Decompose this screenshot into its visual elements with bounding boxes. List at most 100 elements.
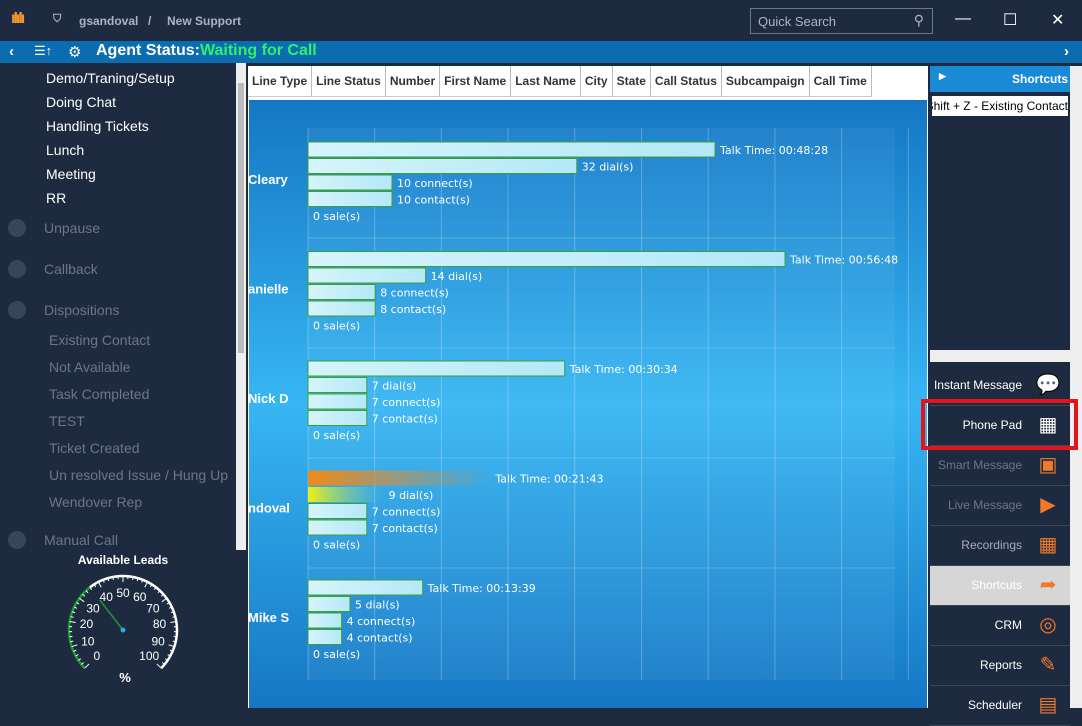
search-icon[interactable]: ⚲ xyxy=(914,12,924,29)
bar-contact xyxy=(308,630,342,645)
agent-status-label: Agent Status: xyxy=(96,42,200,59)
item-label: Task Completed xyxy=(49,386,149,402)
column-header[interactable]: Line Type xyxy=(248,66,312,97)
chevron-left-icon[interactable]: ‹ xyxy=(9,43,14,60)
gear-icon[interactable]: ⚙ xyxy=(68,43,81,61)
pause-code-item[interactable]: RR xyxy=(46,190,66,206)
pause-code-item[interactable]: Task Completed xyxy=(49,386,149,402)
button-label: CRM xyxy=(995,618,1022,632)
bar-label-dial: 7 dial(s) xyxy=(372,380,417,393)
nav-button-recordings[interactable]: Recordings▦ xyxy=(930,526,1070,566)
nav-button-scheduler[interactable]: Scheduler▤ xyxy=(930,686,1070,726)
button-label: Recordings xyxy=(961,538,1022,552)
column-header[interactable]: State xyxy=(613,66,651,97)
bar-contact xyxy=(308,520,367,535)
nav-button-shortcuts[interactable]: Shortcuts➦ xyxy=(930,566,1070,606)
item-label: Demo/Traning/Setup xyxy=(46,70,175,86)
pause-code-item[interactable]: Callback xyxy=(44,261,98,277)
shortcuts-header[interactable]: ▶Shortcuts xyxy=(930,66,1070,92)
column-header[interactable]: Line Status xyxy=(312,66,386,97)
bar-label-dial: 32 dial(s) xyxy=(582,161,634,174)
pause-code-item[interactable]: Demo/Traning/Setup xyxy=(46,70,175,86)
pause-code-item[interactable]: Lunch xyxy=(46,142,84,158)
pause-code-item[interactable]: Dispositions xyxy=(44,302,119,318)
item-label: Handling Tickets xyxy=(46,118,149,134)
item-label: Existing Contact xyxy=(49,332,150,348)
pause-code-item[interactable]: Meeting xyxy=(46,166,96,182)
button-label: Live Message xyxy=(948,498,1022,512)
column-header[interactable]: Subcampaign xyxy=(722,66,810,97)
gauge-title: Available Leads xyxy=(0,553,246,567)
nav-button-smart-message[interactable]: Smart Message▣ xyxy=(930,446,1070,486)
bar-dial xyxy=(308,159,577,174)
gauge-tick-label: 70 xyxy=(146,601,160,615)
bar-label-connect: 4 connect(s) xyxy=(347,615,416,628)
gauge-hub xyxy=(121,628,126,633)
button-label: Scheduler xyxy=(968,698,1022,712)
gauge-tick xyxy=(85,664,89,668)
shortcuts-horizontal-scrollbar[interactable] xyxy=(930,350,1070,362)
pause-code-item[interactable]: Unpause xyxy=(44,220,100,236)
column-header[interactable]: City xyxy=(581,66,613,97)
phone-pad-highlight xyxy=(921,399,1078,450)
item-label: Doing Chat xyxy=(46,94,116,110)
column-header[interactable]: First Name xyxy=(440,66,511,97)
left-scrollbar[interactable] xyxy=(236,63,246,550)
bar-dial xyxy=(308,597,350,612)
agent-name: ndoval xyxy=(249,501,290,516)
gauge-tick-label: 20 xyxy=(80,617,94,631)
column-header[interactable]: Number xyxy=(386,66,440,97)
campaign-name[interactable]: New Support xyxy=(167,14,241,28)
nav-button-reports[interactable]: Reports✎ xyxy=(930,646,1070,686)
pause-code-item[interactable]: Not Available xyxy=(49,359,130,375)
bar-label-sale: 0 sale(s) xyxy=(313,648,360,661)
expand-icon[interactable]: ▶ xyxy=(939,71,946,82)
section-icon xyxy=(8,531,26,549)
gauge-tick xyxy=(162,598,167,602)
reports-icon: ✎ xyxy=(1034,652,1062,680)
pause-code-item[interactable]: Existing Contact xyxy=(49,332,150,348)
quick-search-input[interactable]: Quick Search ⚲ xyxy=(750,8,933,34)
pause-code-item[interactable]: Doing Chat xyxy=(46,94,116,110)
column-header[interactable]: Call Time xyxy=(810,66,872,97)
bar-label-dial: 9 dial(s) xyxy=(389,489,434,502)
bar-connect xyxy=(308,285,375,300)
bar-label-connect: 7 connect(s) xyxy=(372,506,441,519)
bar-label-talk: Talk Time: 00:30:34 xyxy=(569,363,678,376)
pause-code-item[interactable]: Ticket Created xyxy=(49,440,140,456)
bar-contact xyxy=(308,192,392,207)
bar-connect xyxy=(308,504,367,519)
pause-code-item[interactable]: Wendover Rep xyxy=(49,494,142,510)
pause-code-item[interactable]: Manual Call xyxy=(44,532,118,548)
minimize-button[interactable]: — xyxy=(955,10,971,28)
nav-button-crm[interactable]: CRM ◎ xyxy=(930,606,1070,646)
title-bar: ıIıIı ⛉ gsandoval / New Support Quick Se… xyxy=(0,0,1082,41)
search-placeholder: Quick Search xyxy=(758,14,836,29)
bar-label-contact: 8 contact(s) xyxy=(380,303,446,316)
bar-label-dial: 5 dial(s) xyxy=(355,599,400,612)
column-header[interactable]: Last Name xyxy=(511,66,581,97)
crm-icon: ◎ xyxy=(1034,612,1062,640)
gauge-tick xyxy=(173,641,176,642)
bar-label-talk: Talk Time: 00:13:39 xyxy=(427,582,536,595)
bar-label-sale: 0 sale(s) xyxy=(313,210,360,223)
pause-code-item[interactable]: TEST xyxy=(49,413,85,429)
gauge-tick-label: 30 xyxy=(86,601,100,615)
item-label: Ticket Created xyxy=(49,440,140,456)
item-label: TEST xyxy=(49,413,85,429)
item-label: Unpause xyxy=(44,220,100,236)
agent-status-value: Waiting for Call xyxy=(200,42,317,59)
pause-code-item[interactable]: Handling Tickets xyxy=(46,118,149,134)
close-button[interactable]: ✕ xyxy=(1051,10,1064,30)
chevron-right-icon[interactable]: › xyxy=(1064,43,1069,60)
nav-button-live-message[interactable]: Live Message▶ xyxy=(930,486,1070,526)
column-header[interactable]: Call Status xyxy=(651,66,722,97)
maximize-button[interactable]: ☐ xyxy=(1003,10,1017,30)
queue-icon[interactable]: ☰↑ xyxy=(34,43,52,59)
pause-code-item[interactable]: Un resolved Issue / Hung Up xyxy=(49,467,228,483)
right-scrollbar[interactable] xyxy=(1070,66,1082,708)
bar-label-sale: 0 sale(s) xyxy=(313,429,360,442)
shortcut-item[interactable]: Shift + Z - Existing Contact xyxy=(932,96,1068,116)
